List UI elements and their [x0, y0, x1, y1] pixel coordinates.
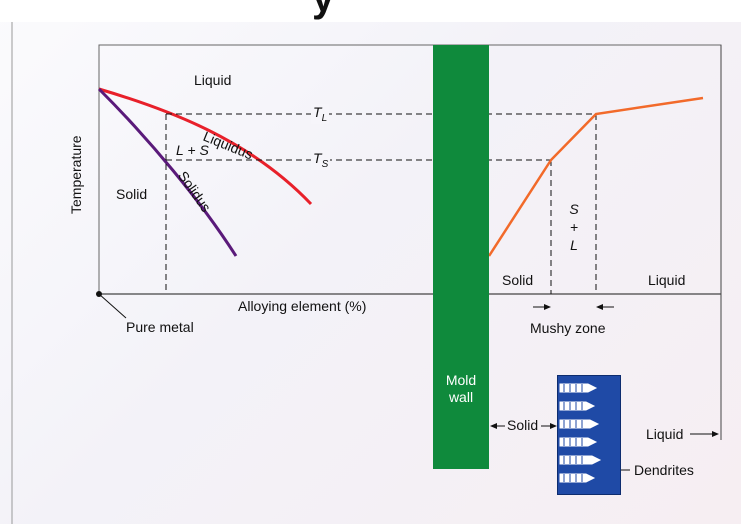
pure-metal-leader: [98, 293, 127, 319]
dendrite-arm-6: [559, 473, 596, 483]
dendrite-arms: [559, 383, 602, 483]
dendrite-block: [557, 375, 621, 495]
inset-solid-arrow-left-head: [490, 423, 497, 429]
mushy-arrow-left-head: [544, 304, 551, 310]
pure-metal-label: Pure metal: [126, 319, 194, 335]
l-plus-s-label: L + S: [176, 142, 209, 158]
mold-label-line2: wall: [448, 389, 474, 405]
mold-wall: [433, 45, 489, 469]
casting-liquid-label: Liquid: [648, 272, 686, 288]
x-axis-label: Alloying element (%): [238, 298, 367, 314]
tl-label: TL: [311, 104, 330, 124]
title-fragment: y: [312, 0, 334, 21]
ts-label: TS: [311, 150, 331, 170]
plus-sign: +: [569, 219, 579, 235]
dendrite-arm-1: [559, 383, 598, 393]
dendrite-arm-4: [559, 437, 598, 447]
ts-subscript: S: [321, 158, 329, 170]
liquid-region-label: Liquid: [194, 72, 232, 88]
mold-wall-label: Mold wall: [433, 372, 489, 406]
dendrite-arm-2: [559, 401, 596, 411]
y-axis-label: Temperature: [68, 135, 84, 214]
solidus-curve: [97, 87, 238, 257]
l-letter: L: [570, 237, 578, 253]
inset-solid-arrow-right-head: [550, 423, 557, 429]
dendrite-arm-3: [559, 419, 600, 429]
ts-letter: T: [313, 150, 322, 166]
dendrite-arm-5: [559, 455, 602, 465]
dendrites-label: Dendrites: [634, 462, 694, 478]
liquidus-curve: [98, 87, 313, 206]
inset-liquid-arrow-right-head: [712, 431, 719, 437]
top-strip: y: [0, 0, 741, 22]
s-letter: S: [569, 201, 579, 217]
inset-solid-label: Solid: [507, 417, 539, 433]
temperature-profile: [487, 96, 704, 257]
casting-solid-label: Solid: [502, 272, 534, 288]
mold-label-line1: Mold: [445, 372, 477, 388]
inset-liquid-label: Liquid: [646, 426, 684, 442]
mushy-arrow-right-head: [596, 304, 603, 310]
tl-subscript: L: [321, 112, 328, 124]
solid-region-label: Solid: [116, 186, 148, 202]
s-plus-l-label: S + L: [566, 200, 582, 254]
chart-frame: [98, 44, 722, 295]
mushy-zone-label: Mushy zone: [530, 320, 606, 336]
tl-letter: T: [313, 104, 322, 120]
